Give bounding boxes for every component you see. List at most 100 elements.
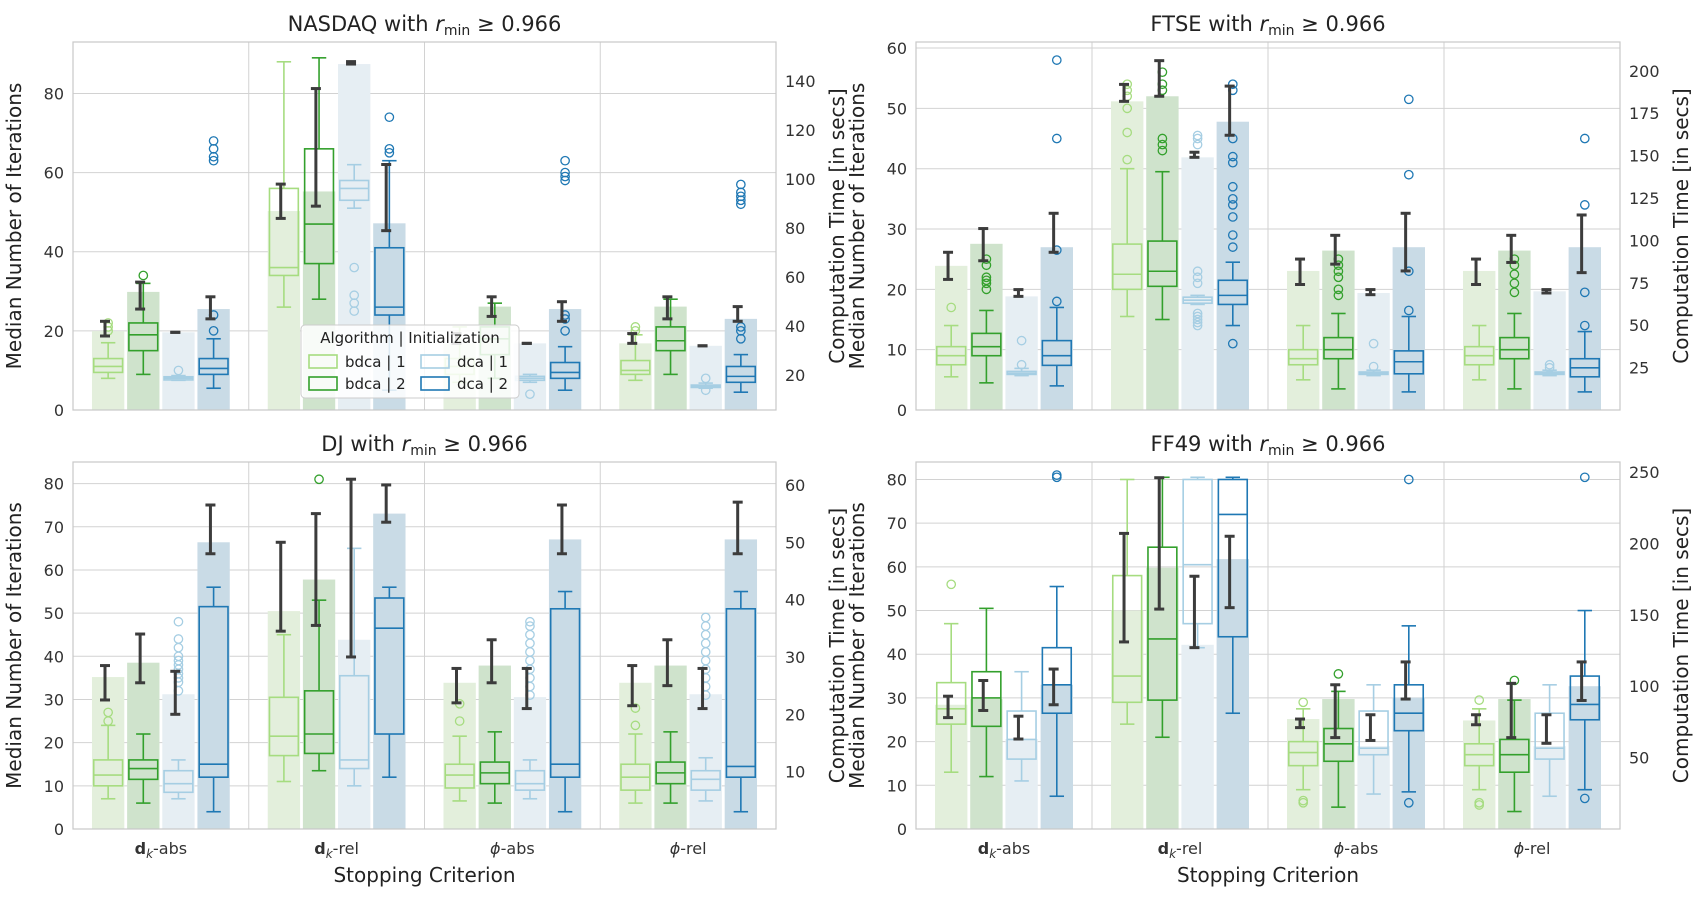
y-tick-label: 20 (44, 322, 64, 341)
y2-tick-label: 50 (1629, 316, 1649, 335)
boxplot (1287, 697, 1319, 808)
y-tick-label: 80 (44, 84, 64, 103)
flier (1403, 797, 1414, 808)
time-errorbar (1471, 257, 1482, 287)
y-tick-label: 50 (887, 602, 907, 621)
y2-tick-label: 125 (1629, 189, 1660, 208)
flier (349, 262, 360, 273)
time-errorbar (1330, 233, 1341, 266)
y-tick-label: 10 (44, 777, 64, 796)
flier (1474, 695, 1485, 705)
time-errorbar (310, 512, 321, 627)
x-axis-label: Stopping Criterion (333, 863, 515, 887)
time-bar (1146, 567, 1179, 829)
y-tick-label: 80 (44, 475, 64, 494)
box-iqr (268, 696, 300, 757)
time-errorbar (135, 280, 146, 311)
y-tick-label: 50 (44, 604, 64, 623)
y2-axis-label: Computation Time [in secs] (825, 88, 849, 363)
y-tick-label: 20 (887, 733, 907, 752)
time-errorbar (1365, 713, 1376, 742)
boxplot (128, 270, 159, 376)
y2-tick-label: 60 (785, 268, 805, 287)
boxplot (1041, 470, 1073, 798)
y-tick-label: 80 (887, 470, 907, 489)
flier (525, 616, 535, 627)
boxplot (338, 163, 370, 316)
time-errorbar (732, 305, 743, 323)
time-errorbar (1400, 211, 1411, 273)
boxplot (303, 474, 335, 772)
flier (1579, 287, 1590, 298)
time-bar (689, 345, 722, 410)
flier (208, 136, 219, 146)
y2-axis-label: Computation Time [in secs] (1669, 508, 1693, 783)
flier (138, 270, 149, 281)
y2-tick-label: 175 (1629, 104, 1660, 123)
flier (1333, 290, 1344, 301)
box-iqr (1006, 710, 1037, 760)
flier (173, 642, 184, 653)
legend-swatch (308, 376, 338, 391)
x-tick-label: dk-rel (314, 839, 359, 861)
flier (560, 326, 570, 336)
flier (1333, 272, 1344, 283)
flier (1579, 793, 1590, 804)
boxplot (935, 579, 967, 774)
box-iqr (374, 597, 405, 735)
x-tick-label: ϕ-rel (1514, 839, 1551, 858)
y-tick-label: 40 (887, 645, 907, 664)
time-errorbar (1330, 683, 1341, 740)
y2-tick-label: 20 (785, 366, 805, 385)
legend-entry: bdca | 1 (308, 353, 406, 371)
boxplot (92, 707, 124, 800)
box-iqr (1041, 646, 1073, 715)
flier (1579, 200, 1590, 210)
flier (1051, 296, 1062, 307)
time-errorbar (1541, 288, 1552, 295)
y-tick-label: 0 (54, 401, 64, 420)
y2-tick-label: 200 (1629, 62, 1660, 81)
time-errorbar (1154, 59, 1165, 98)
time-errorbar (732, 500, 743, 556)
flier (525, 621, 535, 631)
boxplot (1182, 476, 1213, 649)
time-errorbar (627, 332, 638, 345)
flier (1333, 669, 1344, 679)
flier (1192, 308, 1203, 319)
legend-entry: bdca | 2 (308, 375, 406, 393)
flier (1192, 133, 1203, 144)
box-iqr (128, 759, 159, 781)
flier (1122, 154, 1133, 165)
boxplot (725, 590, 757, 813)
time-bar (1533, 291, 1566, 410)
time-errorbar (556, 300, 567, 323)
time-bar (373, 513, 406, 829)
boxplot (1499, 675, 1530, 813)
flier (384, 112, 395, 123)
boxplot (514, 373, 546, 400)
flier (173, 634, 184, 644)
boxplot (338, 547, 370, 787)
flier (1051, 55, 1062, 65)
box-iqr (514, 769, 546, 791)
y2-tick-label: 150 (1629, 147, 1660, 166)
box-iqr (1111, 243, 1143, 291)
flier (735, 179, 746, 190)
y-tick-label: 30 (887, 689, 907, 708)
flier (384, 143, 395, 154)
boxplot (128, 733, 159, 804)
panel-ftse: 0 10 20 30 40 50 60 25 50 75 100 125 150 175 200 FTSE w… (845, 12, 1693, 420)
legend-label: bdca | 1 (345, 353, 406, 371)
box-iqr (1217, 478, 1249, 638)
x-tick-label: ϕ-abs (490, 839, 535, 858)
time-errorbar (1154, 476, 1165, 611)
y2-tick-label: 50 (1629, 749, 1649, 768)
y2-tick-label: 75 (1629, 274, 1649, 293)
flier (560, 171, 570, 182)
time-errorbar (1048, 667, 1059, 707)
y2-tick-label: 80 (785, 219, 805, 238)
flier (700, 385, 711, 396)
x-tick-label: dk-abs (135, 839, 187, 861)
y-tick-label: 10 (887, 776, 907, 795)
